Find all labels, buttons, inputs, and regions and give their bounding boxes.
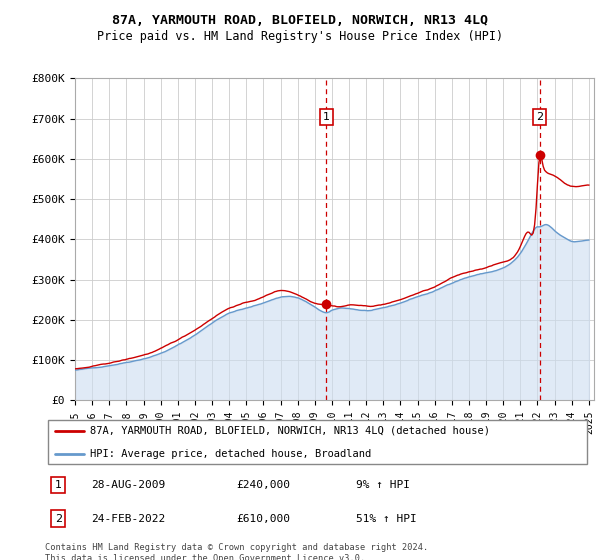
Text: 9% ↑ HPI: 9% ↑ HPI — [356, 480, 410, 490]
Text: 87A, YARMOUTH ROAD, BLOFIELD, NORWICH, NR13 4LQ (detached house): 87A, YARMOUTH ROAD, BLOFIELD, NORWICH, N… — [90, 426, 490, 436]
Text: 2: 2 — [55, 514, 62, 524]
Text: 51% ↑ HPI: 51% ↑ HPI — [356, 514, 417, 524]
Text: 24-FEB-2022: 24-FEB-2022 — [91, 514, 166, 524]
Text: £240,000: £240,000 — [236, 480, 290, 490]
Text: 1: 1 — [323, 112, 330, 122]
Text: 1: 1 — [55, 480, 62, 490]
Text: Contains HM Land Registry data © Crown copyright and database right 2024.
This d: Contains HM Land Registry data © Crown c… — [45, 543, 428, 560]
FancyBboxPatch shape — [48, 420, 587, 464]
Text: HPI: Average price, detached house, Broadland: HPI: Average price, detached house, Broa… — [90, 449, 371, 459]
Text: 28-AUG-2009: 28-AUG-2009 — [91, 480, 166, 490]
Text: Price paid vs. HM Land Registry's House Price Index (HPI): Price paid vs. HM Land Registry's House … — [97, 30, 503, 43]
Text: 2: 2 — [536, 112, 543, 122]
Text: 87A, YARMOUTH ROAD, BLOFIELD, NORWICH, NR13 4LQ: 87A, YARMOUTH ROAD, BLOFIELD, NORWICH, N… — [112, 14, 488, 27]
Text: £610,000: £610,000 — [236, 514, 290, 524]
